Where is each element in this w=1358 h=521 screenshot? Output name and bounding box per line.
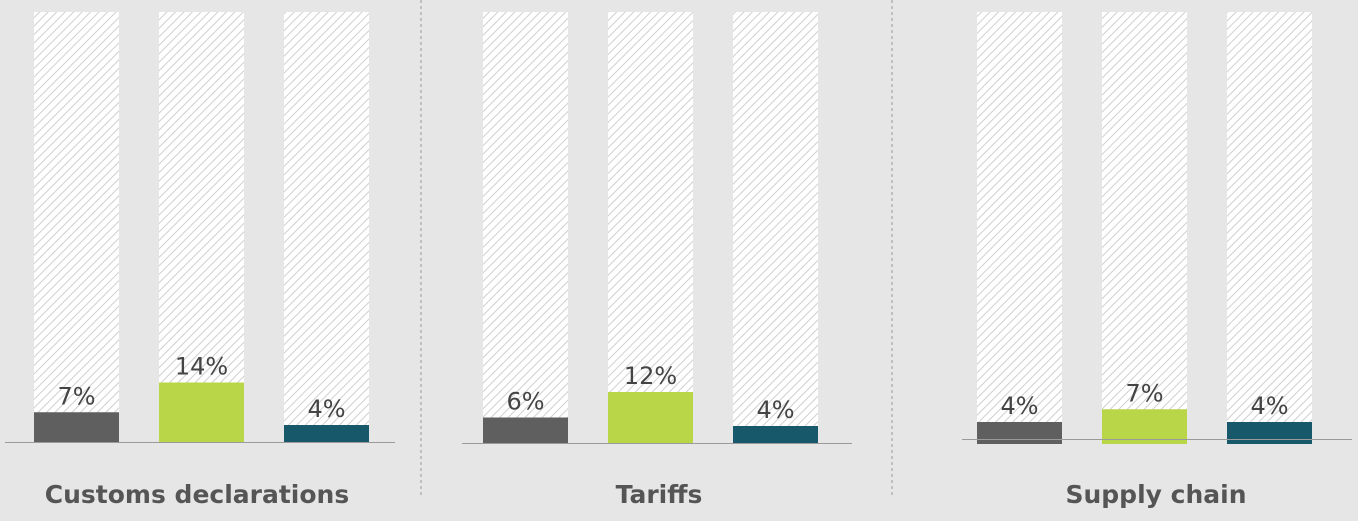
- chart-panel-3: 4% 7% 4% Supply chain: [962, 12, 1352, 509]
- bar-track: [159, 12, 244, 442]
- bar: [1227, 422, 1312, 444]
- bar: [159, 382, 244, 442]
- data-label: 14%: [175, 353, 228, 381]
- bar: [483, 417, 568, 443]
- bar-track: [977, 12, 1062, 439]
- bar: [608, 392, 693, 443]
- data-label: 4%: [1000, 392, 1038, 420]
- data-label: 6%: [506, 388, 544, 416]
- chart-panel-2: 6% 12% 4% Tariffs: [462, 12, 852, 509]
- data-label: 7%: [57, 382, 95, 410]
- bar-track: [1102, 12, 1187, 439]
- bar-track: [1227, 12, 1312, 439]
- bar: [733, 426, 818, 443]
- bar-track: [733, 12, 818, 443]
- data-label: 4%: [1250, 392, 1288, 420]
- chart-title: Supply chain: [1065, 480, 1246, 509]
- bar: [34, 412, 119, 442]
- data-label: 4%: [756, 396, 794, 424]
- bar-track: [34, 12, 119, 442]
- bar-track: [483, 12, 568, 443]
- bar-track: [608, 12, 693, 443]
- bar-track: [284, 12, 369, 442]
- bar: [284, 425, 369, 442]
- data-label: 12%: [624, 362, 677, 390]
- bar: [1102, 409, 1187, 444]
- chart-title: Customs declarations: [45, 480, 349, 509]
- bar: [977, 422, 1062, 444]
- chart-title: Tariffs: [616, 480, 703, 509]
- chart-panel-1: 7% 14% 4% Customs declarations: [5, 12, 395, 509]
- data-label: 4%: [307, 395, 345, 423]
- data-label: 7%: [1125, 379, 1163, 407]
